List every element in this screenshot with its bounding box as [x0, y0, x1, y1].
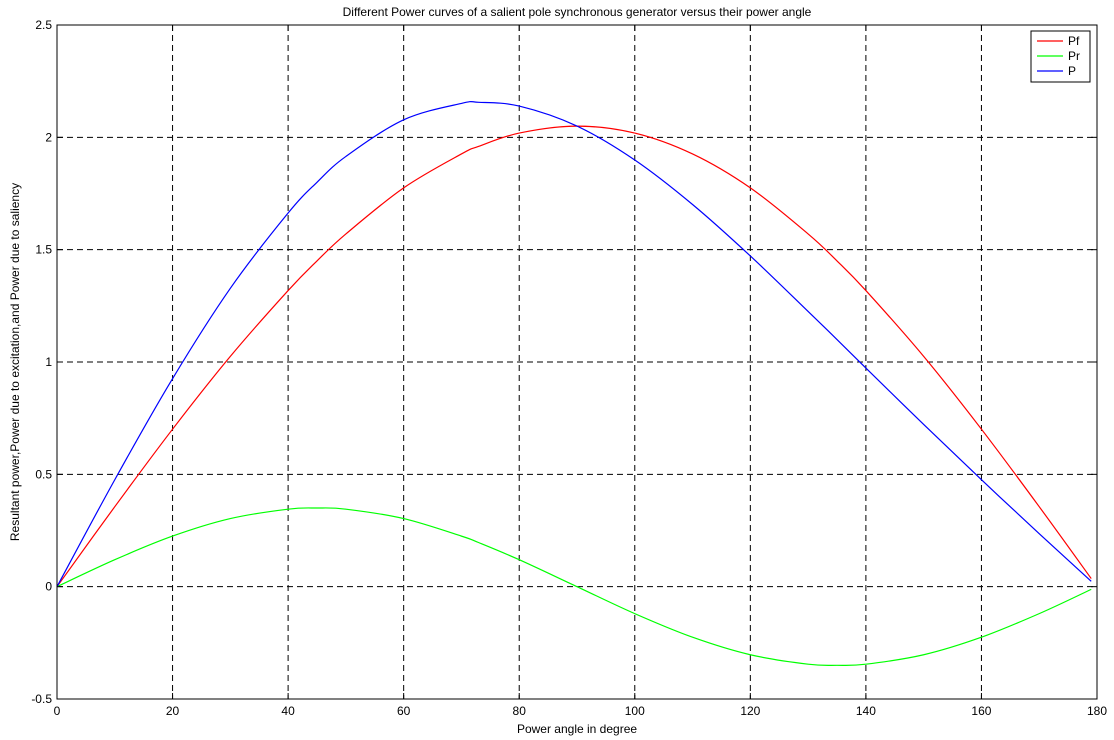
x-tick-label: 140	[856, 704, 876, 718]
y-tick-label: 0.5	[35, 467, 52, 481]
x-tick-label: 20	[166, 704, 180, 718]
grid	[57, 25, 1097, 699]
x-tick-label: 160	[971, 704, 991, 718]
x-axis-label: Power angle in degree	[517, 722, 637, 736]
y-tick-label: 1.5	[35, 243, 52, 257]
series-line-p	[56, 100, 1092, 587]
x-tick-label: 180	[1087, 704, 1107, 718]
series-line-pr	[56, 507, 1092, 667]
x-tick-label: 100	[625, 704, 645, 718]
y-tick-label: -0.5	[31, 692, 52, 706]
axis-ticks: 0 20 40 60 80 100 120 140 160 180-0.500.511.522.5	[31, 18, 1107, 718]
series-lines	[56, 100, 1092, 667]
y-axis-label: Resultant power,Power due to excitation,…	[8, 183, 22, 541]
x-tick-label: 40	[281, 704, 295, 718]
y-tick-label: 2	[45, 130, 52, 144]
y-tick-label: 2.5	[35, 18, 52, 32]
legend-label-pf: Pf	[1068, 34, 1080, 48]
x-tick-label: 60	[397, 704, 411, 718]
chart-title: Different Power curves of a salient pole…	[343, 5, 812, 19]
y-tick-label: 0	[45, 580, 52, 594]
series-line-pf	[56, 125, 1092, 588]
y-tick-label: 1	[45, 355, 52, 369]
legend-label-pr: Pr	[1068, 49, 1080, 63]
x-tick-label: 120	[740, 704, 760, 718]
legend-label-p: P	[1068, 64, 1076, 78]
x-tick-label: 80	[513, 704, 527, 718]
x-tick-label: 0	[54, 704, 61, 718]
